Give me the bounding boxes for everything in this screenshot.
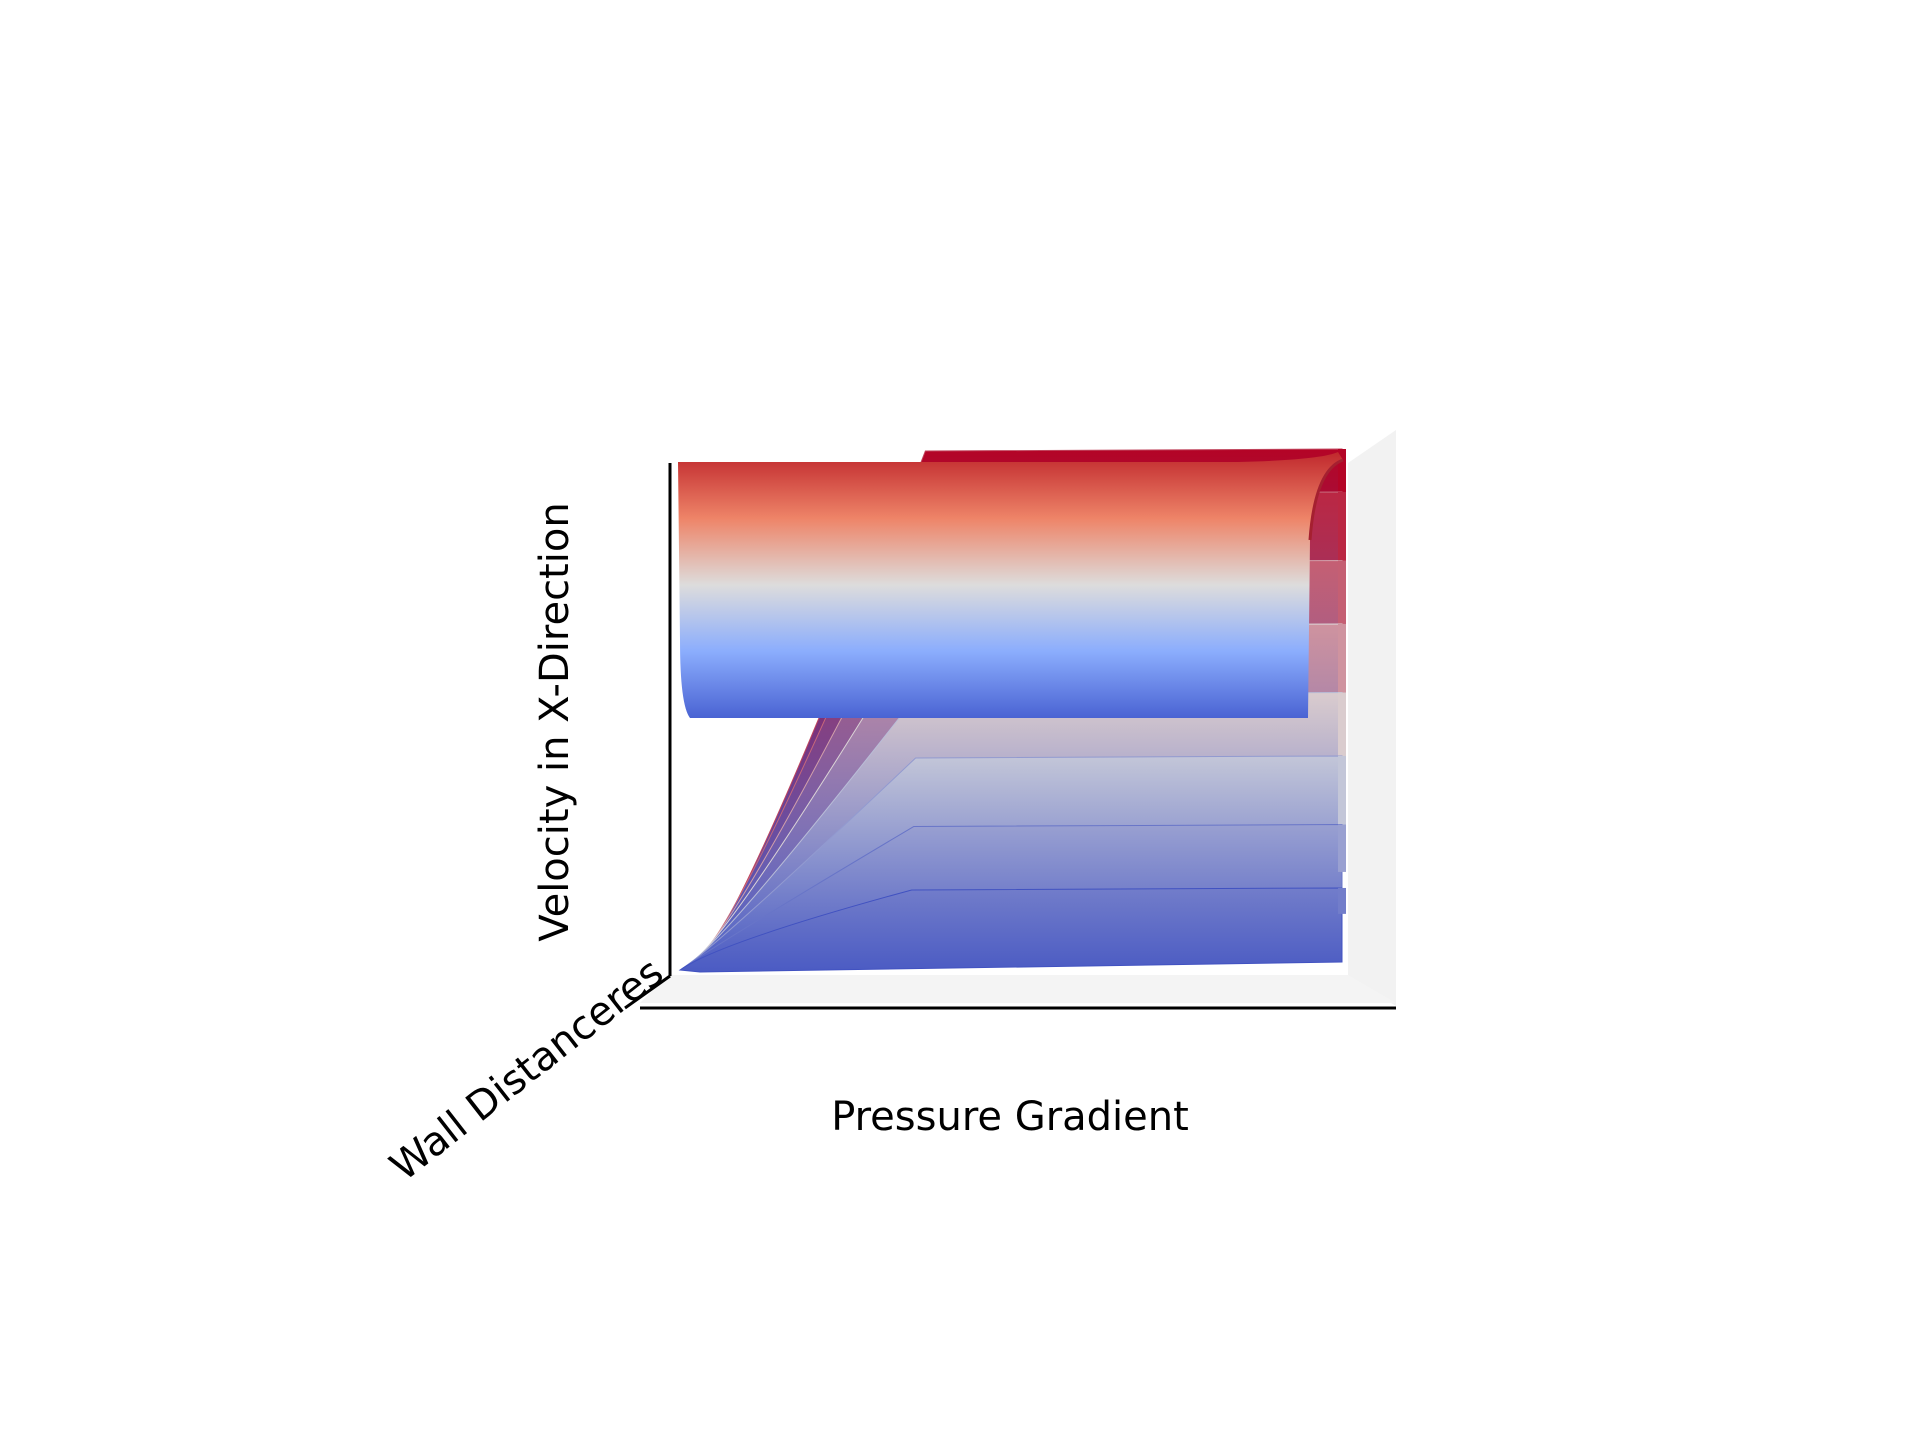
profile-edge [1338, 692, 1346, 785]
z-axis-label: Velocity in X-Direction [532, 502, 578, 941]
right-pane [1348, 430, 1396, 1006]
profile-edge [1338, 623, 1346, 740]
y-axis-line [624, 974, 671, 1010]
profile-edge [1338, 887, 1346, 914]
surface-top-sheet [678, 452, 1343, 718]
x-axis-label: Pressure Gradient [831, 1094, 1189, 1140]
profile-edge [1338, 755, 1346, 827]
floor-pane [640, 975, 1396, 1003]
surface-top-edge [1308, 458, 1344, 541]
profile-edge [1338, 824, 1346, 872]
profile-band [678, 887, 1343, 973]
surface-top [678, 452, 1344, 718]
y-axis-label: Wall Distanceres [382, 949, 672, 1190]
axes [624, 463, 1396, 1010]
